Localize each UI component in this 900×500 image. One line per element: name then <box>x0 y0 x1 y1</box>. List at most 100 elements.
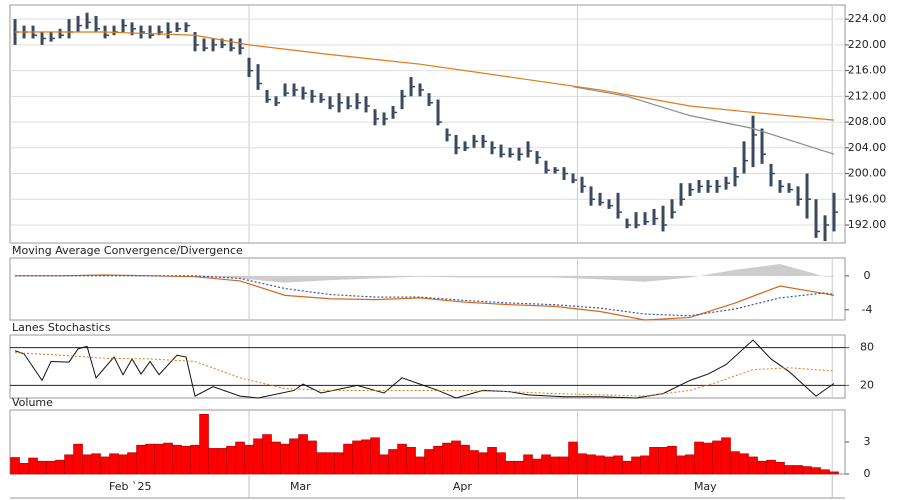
volume-bar <box>37 460 47 475</box>
price-bar <box>166 22 170 39</box>
price-bar <box>238 38 242 55</box>
y-tick-label: 196.00 <box>848 192 887 205</box>
volume-bar <box>73 443 83 475</box>
price-bar <box>283 83 287 97</box>
volume-bar <box>766 459 776 475</box>
price-bar <box>139 25 143 39</box>
volume-bar <box>19 463 29 475</box>
price-bar <box>814 199 818 238</box>
price-bar <box>481 134 485 148</box>
volume-bar <box>28 457 38 475</box>
volume-bar <box>82 454 92 475</box>
y-tick-label: 208.00 <box>848 115 887 128</box>
price-bar <box>121 19 125 33</box>
volume-bar <box>388 449 398 475</box>
volume-bar <box>172 444 182 475</box>
volume-bar <box>424 449 434 475</box>
price-bar <box>490 141 494 155</box>
volume-bar <box>118 454 128 475</box>
price-bar <box>49 32 53 42</box>
volume-bar <box>640 455 650 475</box>
x-tick-label: Apr <box>453 480 473 493</box>
volume-bar <box>730 451 740 475</box>
volume-bar <box>604 456 614 475</box>
volume-bar <box>307 440 317 475</box>
price-bar <box>202 38 206 52</box>
volume-bar <box>109 453 119 475</box>
price-bar <box>256 64 260 90</box>
volume-bar <box>433 445 443 475</box>
volume-bar <box>568 441 578 475</box>
stochastic-line <box>14 339 835 399</box>
price-bar <box>346 96 350 110</box>
volume-bar <box>505 460 515 475</box>
volume-bar <box>496 452 506 475</box>
price-bar <box>328 96 332 110</box>
volume-bar <box>244 444 254 475</box>
volume-bar <box>181 445 191 475</box>
volume-bar <box>523 454 533 475</box>
volume-bar <box>487 447 497 475</box>
volume-bar <box>595 455 605 475</box>
price-bar <box>580 176 584 193</box>
price-bar <box>598 192 602 206</box>
volume-bar <box>820 469 830 475</box>
price-bar <box>670 199 674 219</box>
volume-bar <box>217 448 227 475</box>
moving-average <box>572 86 835 155</box>
volume-bar <box>415 456 425 475</box>
price-bar <box>337 93 341 113</box>
volume-bar <box>757 460 767 475</box>
price-bar <box>319 93 323 103</box>
price-bar <box>760 128 764 164</box>
price-bar <box>634 212 638 229</box>
volume-bar <box>622 460 632 475</box>
volume-bar <box>541 454 551 475</box>
price-bar <box>589 186 593 206</box>
price-bar <box>157 25 161 36</box>
y-tick-label: 0 <box>864 467 871 480</box>
price-bar <box>85 12 89 29</box>
volume-bar <box>262 434 272 475</box>
price-bar <box>571 173 575 184</box>
y-tick-label: 20 <box>860 378 874 391</box>
price-bar <box>706 179 710 193</box>
price-bar <box>787 183 791 193</box>
price-bar <box>184 22 188 33</box>
price-bar <box>643 212 647 225</box>
volume-bar <box>802 466 812 475</box>
volume-bar <box>784 465 794 475</box>
volume-bar <box>586 454 596 475</box>
volume-bar <box>532 458 542 475</box>
panel-frame <box>9 4 846 244</box>
price-bar <box>625 218 629 229</box>
y-tick-label: 212.00 <box>848 89 887 102</box>
price-bar <box>220 38 224 49</box>
volume-bar <box>64 454 74 475</box>
price-bar <box>499 144 503 158</box>
price-bar <box>535 151 539 164</box>
volume-bar <box>253 438 263 475</box>
volume-bar <box>325 452 335 475</box>
volume-bar <box>811 467 821 475</box>
volume-bar <box>289 438 299 475</box>
price-bar <box>409 77 413 97</box>
volume-bar <box>406 447 416 475</box>
volume-bar <box>397 443 407 475</box>
price-bar <box>58 28 62 39</box>
y-tick-label: 192.00 <box>848 218 887 231</box>
moving-average <box>15 31 835 121</box>
volume-bar <box>685 454 695 475</box>
panel-frame <box>9 334 846 399</box>
price-bar <box>742 141 746 174</box>
price-bar <box>193 32 197 52</box>
panel-title: Lanes Stochastics <box>12 321 111 334</box>
volume-bar <box>829 471 839 475</box>
x-tick-label: Feb `25 <box>109 480 151 493</box>
volume-bar <box>199 413 209 475</box>
price-bar <box>544 160 548 174</box>
volume-bar <box>667 445 677 475</box>
volume-bar <box>208 448 218 475</box>
volume-bar <box>370 437 380 475</box>
volume-bar <box>226 445 236 475</box>
